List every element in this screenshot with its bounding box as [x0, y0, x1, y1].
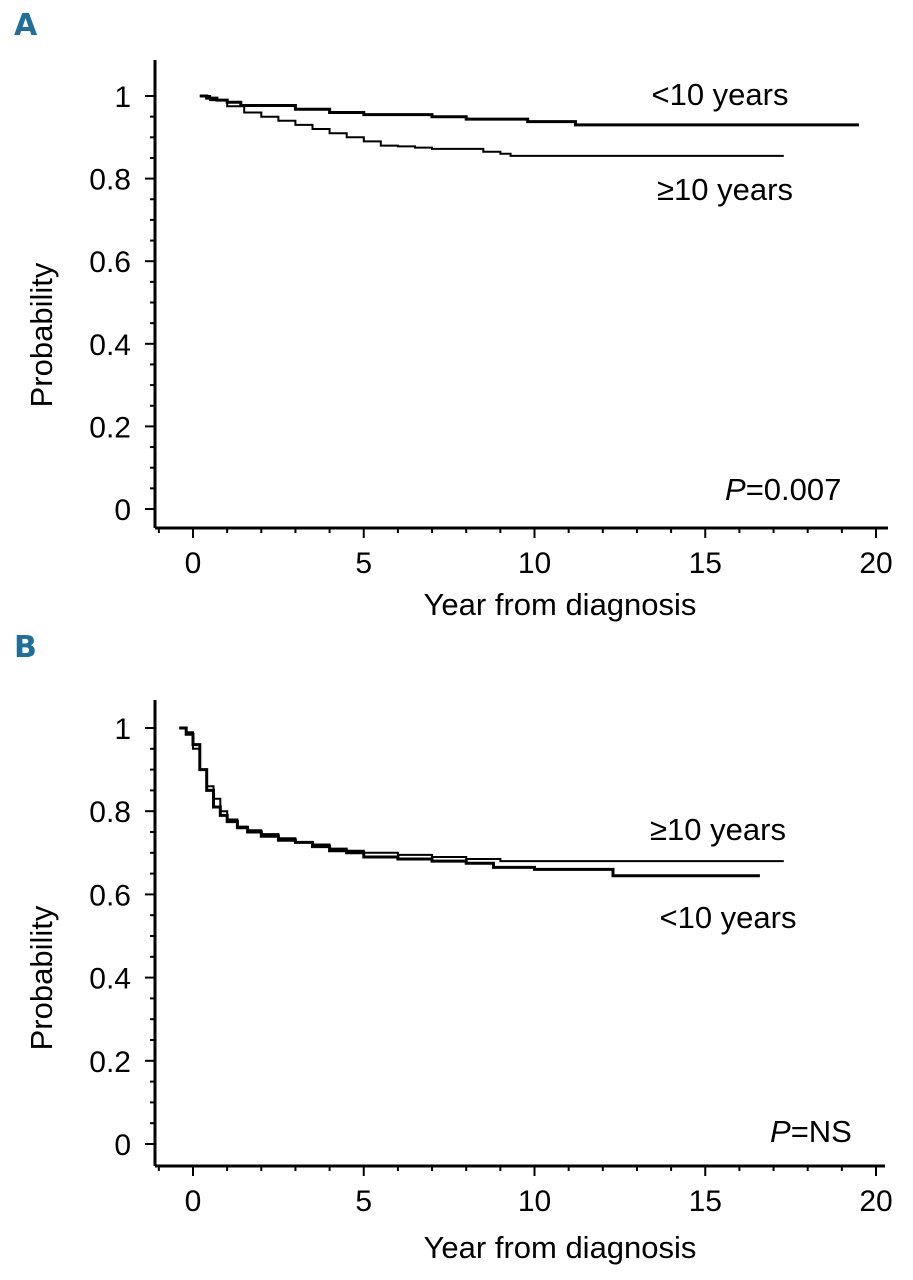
x-tick-label: 0 [185, 1185, 202, 1218]
p-value-text: =NS [791, 1114, 852, 1149]
series-label-over-10-years: ≥10 years [657, 172, 793, 207]
y-axis-title: Probability [24, 905, 59, 1050]
y-tick-label: 0.8 [89, 796, 131, 829]
x-tick-label: 0 [185, 547, 202, 580]
y-tick-label: 1 [114, 713, 131, 746]
y-tick-label: 1 [114, 81, 131, 114]
series-line-over-10-years [199, 95, 784, 157]
y-tick-label: 0 [114, 1129, 131, 1162]
p-value-symbol: P [725, 472, 746, 507]
panel-label-b: B [14, 630, 37, 665]
x-axis-title: Year from diagnosis [424, 1230, 697, 1265]
x-tick-label: 5 [355, 547, 372, 580]
p-value-annotation: P=NS [770, 1114, 852, 1149]
x-tick-label: 20 [859, 547, 892, 580]
x-tick-label: 15 [689, 1185, 722, 1218]
series-line-under-10-years [179, 726, 760, 878]
series-label-over-10-years: ≥10 years [650, 812, 786, 847]
y-axis-title: Probability [24, 262, 59, 407]
y-tick-label: 0.2 [89, 411, 131, 444]
y-tick-label: 0.8 [89, 164, 131, 197]
x-tick-label: 10 [518, 1185, 551, 1218]
panel-label-a: A [14, 8, 38, 43]
series-label-under-10-years: <10 years [659, 900, 796, 935]
series-label-under-10-years: <10 years [651, 77, 788, 112]
y-tick-label: 0.2 [89, 1046, 131, 1079]
p-value-annotation: P=0.007 [725, 472, 841, 507]
x-tick-label: 20 [859, 1185, 892, 1218]
y-tick-label: 0.4 [89, 963, 131, 996]
p-value-symbol: P [770, 1114, 791, 1149]
x-tick-label: 5 [355, 1185, 372, 1218]
x-tick-label: 15 [689, 547, 722, 580]
y-tick-label: 0.4 [89, 329, 131, 362]
y-tick-label: 0.6 [89, 246, 131, 279]
p-value-text: =0.007 [746, 472, 842, 507]
y-tick-label: 0 [114, 494, 131, 527]
y-tick-label: 0.6 [89, 879, 131, 912]
x-tick-label: 10 [518, 547, 551, 580]
x-axis-title: Year from diagnosis [424, 587, 697, 622]
